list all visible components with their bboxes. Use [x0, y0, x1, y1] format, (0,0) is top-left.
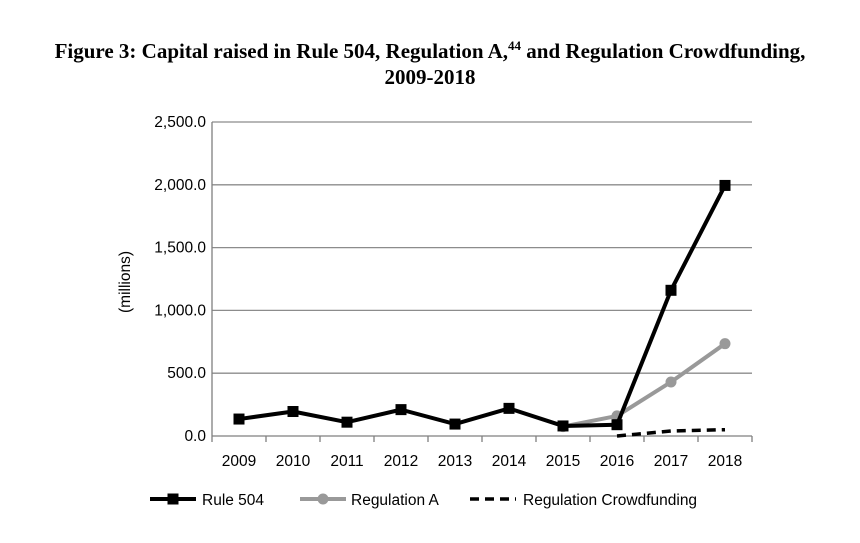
x-tick-label: 2009: [222, 453, 256, 470]
x-tick-label: 2012: [384, 453, 418, 470]
y-tick-label: 500.0: [167, 365, 206, 382]
legend-marker: [167, 493, 179, 505]
x-tick-label: 2017: [654, 453, 688, 470]
y-tick-label: 1,000.0: [154, 302, 206, 319]
gridlines: [212, 121, 752, 374]
x-tick-label: 2013: [438, 453, 472, 470]
data-point: [557, 420, 569, 432]
data-point: [665, 376, 677, 388]
data-point: [665, 284, 677, 296]
data-point: [233, 413, 245, 425]
y-axis-tick-labels: 0.0 500.0 1,000.0 1,500.0 2,000.0 2,500.0: [154, 114, 206, 445]
legend: Rule 504 Regulation A Regulation Crowdfund…: [150, 492, 697, 509]
data-point: [503, 402, 515, 414]
x-tick-label: 2010: [276, 453, 311, 470]
data-point: [611, 419, 623, 431]
series-layer: [233, 179, 731, 438]
series-line: [238, 184, 727, 428]
legend-item: Regulation Crowdfunding: [470, 492, 697, 509]
axes: [211, 122, 753, 442]
legend-item: Regulation A: [300, 492, 440, 509]
data-point: [719, 338, 731, 350]
y-tick-label: 1,500.0: [154, 240, 206, 257]
series-line: [616, 427, 726, 438]
chart-title: Figure 3: Capital raised in Rule 504, Re…: [0, 38, 860, 90]
data-point: [341, 416, 353, 428]
legend-item: Rule 504: [150, 492, 264, 509]
legend-label: Rule 504: [202, 492, 264, 509]
series-regulation-crowdfunding: [616, 427, 726, 438]
y-tick-label: 2,000.0: [154, 177, 206, 194]
y-tick-label: 0.0: [184, 428, 206, 445]
series-line: [562, 342, 727, 429]
legend-label: Regulation Crowdfunding: [523, 492, 697, 509]
y-axis-label: (millions): [117, 251, 134, 313]
data-point: [449, 418, 461, 430]
series-rule-504: [233, 179, 731, 432]
legend-marker: [317, 493, 329, 505]
legend-label: Regulation A: [351, 492, 440, 509]
x-tick-label: 2016: [600, 453, 634, 470]
chart-title-suffix: and Regulation Crowdfunding,: [521, 39, 806, 63]
x-axis-tick-labels: 2009 2010 2011 2012 2013 2014 2015 2016 2017 2018: [222, 453, 742, 470]
data-point: [395, 404, 407, 416]
x-tick-label: 2018: [708, 453, 742, 470]
y-tick-label: 2,500.0: [154, 114, 206, 131]
title-footnote-marker: 44: [508, 38, 522, 53]
chart-title-line2: 2009-2018: [384, 65, 476, 89]
x-tick-label: 2015: [546, 453, 580, 470]
data-point: [719, 179, 731, 191]
chart-title-prefix: Figure 3: Capital raised in Rule 504, Re…: [54, 39, 509, 63]
data-point: [287, 406, 299, 418]
x-tick-label: 2011: [330, 453, 363, 470]
x-tick-label: 2014: [492, 453, 527, 470]
